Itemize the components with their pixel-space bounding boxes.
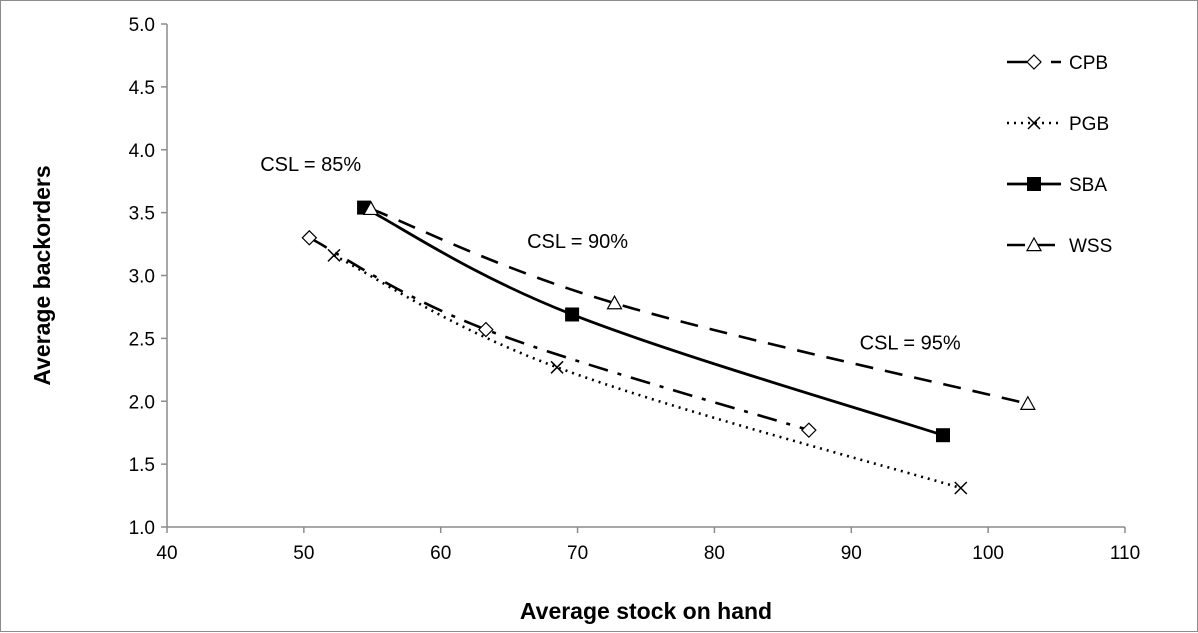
y-tick-label: 4.0 <box>129 141 155 162</box>
series-wss <box>362 200 1036 410</box>
y-axis-title: Average backorders <box>29 165 55 385</box>
x-tick-label: 100 <box>972 543 1004 564</box>
x-tick-label: 60 <box>430 543 451 564</box>
x-axis-title: Average stock on hand <box>520 598 772 624</box>
data-point-wss <box>1019 395 1036 410</box>
series-cpb <box>301 229 817 439</box>
legend-label: SBA <box>1069 175 1107 196</box>
legend-marker <box>1025 236 1043 252</box>
data-point-pgb <box>954 481 968 495</box>
y-tick-label: 3.5 <box>129 204 155 225</box>
series-line-sba <box>363 206 944 437</box>
legend-marker <box>1027 116 1041 130</box>
x-tick-label: 80 <box>704 543 725 564</box>
series-line-wss <box>370 207 1029 406</box>
data-point-sba <box>565 307 580 322</box>
data-point-cpb <box>478 321 494 338</box>
x-tick-label: 90 <box>841 543 862 564</box>
annotations: CSL = 85% CSL = 90% CSL = 95% <box>260 154 961 355</box>
csl-annotation: CSL = 85% <box>260 154 361 176</box>
x-tick-label: 110 <box>1110 543 1140 564</box>
legend-marker <box>1027 177 1041 191</box>
y-tick-label: 2.0 <box>129 392 155 413</box>
data-point-pgb <box>550 360 564 374</box>
series-pgb <box>327 248 968 495</box>
y-tick-label: 1.5 <box>129 455 155 476</box>
x-tick-label: 70 <box>567 543 588 564</box>
csl-annotation: CSL = 90% <box>527 231 628 253</box>
csl-annotation: CSL = 95% <box>860 333 961 355</box>
x-tick-label: 50 <box>293 543 314 564</box>
series-line-pgb <box>333 254 962 490</box>
legend-item-cpb: CPB <box>1007 53 1108 74</box>
legend: CPB PGB SBA WSS <box>1007 53 1112 257</box>
data-point-cpb <box>301 229 318 246</box>
data-point-cpb <box>801 422 817 439</box>
legend-item-sba: SBA <box>1007 175 1107 196</box>
x-tick-label: 40 <box>156 543 177 564</box>
data-point-wss <box>606 294 623 310</box>
data-point-wss <box>362 200 379 216</box>
axes: 1.0 1.5 2.0 2.5 3.0 3.5 4.0 4.5 5.0 40 50 60 70 80 90 1… <box>129 15 1141 564</box>
legend-label: PGB <box>1069 114 1109 135</box>
legend-item-wss: WSS <box>1007 236 1112 257</box>
legend-marker <box>1026 54 1042 70</box>
y-tick-label: 2.5 <box>129 329 155 350</box>
y-tick-label: 4.5 <box>129 78 155 99</box>
series-line-cpb <box>308 236 810 432</box>
data-point-sba <box>935 428 950 443</box>
y-tick-label: 1.0 <box>129 518 155 539</box>
plot-area <box>301 200 1036 495</box>
legend-label: CPB <box>1069 53 1108 74</box>
legend-item-pgb: PGB <box>1007 114 1109 135</box>
y-tick-label: 3.0 <box>129 267 155 288</box>
legend-label: WSS <box>1069 236 1112 257</box>
data-point-pgb <box>327 248 341 262</box>
y-tick-label: 5.0 <box>129 15 155 36</box>
series-sba <box>357 200 950 443</box>
